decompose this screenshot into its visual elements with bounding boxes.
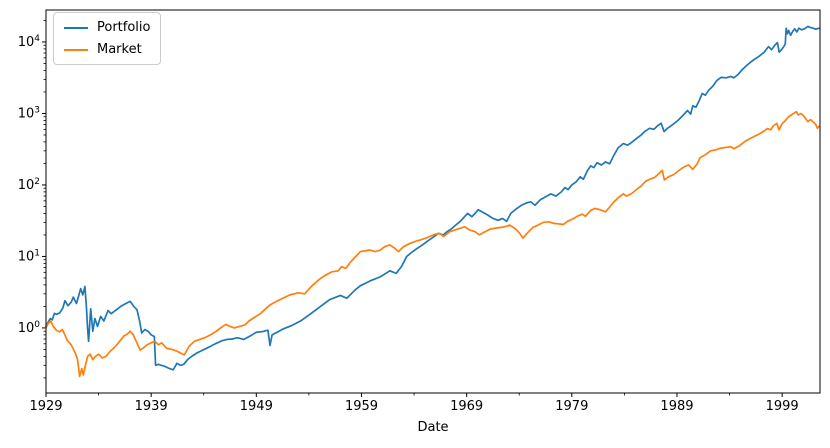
x-tick-label: 1969 xyxy=(450,399,483,414)
y-tick-label: 101 xyxy=(18,248,40,264)
x-tick-label: 1949 xyxy=(240,399,273,414)
x-tick-label: 1929 xyxy=(29,399,62,414)
y-tick-label: 100 xyxy=(18,320,41,336)
x-tick-label: 1989 xyxy=(660,399,693,414)
legend-item-market: Market xyxy=(64,41,150,58)
legend-label-portfolio: Portfolio xyxy=(97,20,151,35)
x-tick-label: 1939 xyxy=(135,399,168,414)
market-line-swatch xyxy=(64,48,88,51)
x-tick-label: 1979 xyxy=(555,399,588,414)
x-axis-major-ticks xyxy=(45,393,783,397)
x-axis-tick-labels: 1929 1939 1949 1959 1969 1979 1989 1999 xyxy=(29,399,798,414)
legend-item-portfolio: Portfolio xyxy=(64,19,150,36)
y-axis-major-ticks xyxy=(42,41,46,329)
y-tick-label: 102 xyxy=(18,177,40,193)
market-line xyxy=(45,110,820,378)
plot-border xyxy=(45,9,821,394)
x-tick-label: 1999 xyxy=(766,399,799,414)
x-axis-label: Date xyxy=(417,420,449,435)
portfolio-line xyxy=(45,25,820,371)
y-axis-tick-labels: 100 101 102 103 104 xyxy=(18,34,41,336)
legend: Portfolio Market xyxy=(53,12,162,65)
series-lines xyxy=(45,25,820,378)
legend-label-market: Market xyxy=(97,42,142,57)
portfolio-line-swatch xyxy=(64,26,88,29)
y-tick-label: 104 xyxy=(18,34,41,50)
y-tick-label: 103 xyxy=(18,105,40,121)
x-tick-label: 1959 xyxy=(345,399,378,414)
